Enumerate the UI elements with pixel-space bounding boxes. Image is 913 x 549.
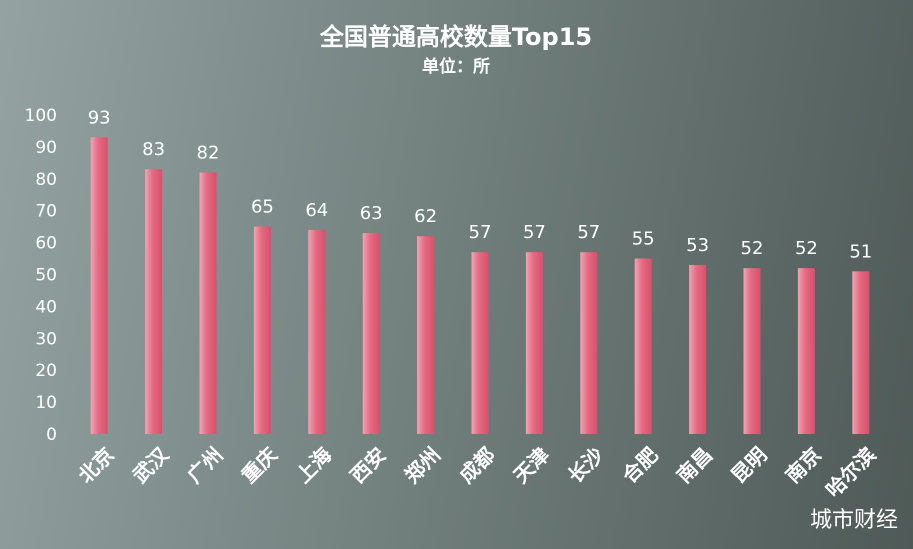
bar — [580, 252, 598, 434]
y-tick-label: 70 — [35, 202, 57, 222]
data-label: 83 — [142, 139, 165, 160]
x-tick-label: 西安 — [345, 443, 390, 488]
data-label: 53 — [686, 235, 709, 256]
bar — [253, 226, 271, 434]
data-label: 57 — [469, 222, 492, 243]
bar — [90, 137, 108, 434]
y-tick-label: 90 — [35, 138, 57, 158]
bar — [362, 233, 380, 434]
chart-title: 全国普通高校数量Top15 — [319, 23, 592, 51]
x-tick-label: 武汉 — [128, 442, 174, 488]
watermark-text: 城市财经 — [810, 508, 898, 533]
data-labels: 93 83 82 65 64 63 62 57 57 57 55 53 52 52 51 — [88, 107, 873, 262]
data-label: 55 — [632, 229, 655, 250]
x-tick-label: 长沙 — [563, 443, 608, 488]
y-tick-label: 60 — [35, 234, 57, 254]
x-tick-label: 成都 — [454, 443, 499, 488]
bar — [417, 236, 435, 434]
bar-series — [90, 137, 870, 435]
data-label: 63 — [360, 203, 383, 224]
bar — [145, 169, 163, 435]
y-tick-label: 10 — [35, 393, 57, 413]
y-tick-label: 30 — [35, 329, 57, 349]
y-axis: 0 10 20 30 40 50 60 70 80 90 100 — [25, 106, 57, 445]
data-label: 57 — [577, 222, 600, 243]
data-label: 52 — [795, 238, 818, 259]
bar — [199, 172, 217, 435]
data-label: 82 — [197, 142, 220, 163]
x-tick-label: 南昌 — [672, 443, 717, 488]
x-tick-label: 北京 — [73, 443, 118, 488]
x-tick-label: 上海 — [291, 443, 336, 488]
bar — [852, 271, 870, 434]
x-tick-label: 南京 — [781, 443, 826, 488]
data-label: 62 — [414, 206, 437, 227]
y-tick-label: 0 — [46, 425, 57, 445]
x-tick-label: 广州 — [182, 443, 227, 488]
bar — [743, 268, 761, 434]
bar — [471, 252, 489, 434]
data-label: 52 — [741, 238, 764, 259]
bar — [689, 264, 707, 434]
x-tick-label: 天津 — [509, 443, 554, 488]
data-label: 93 — [88, 107, 111, 128]
x-tick-label: 重庆 — [237, 443, 282, 488]
y-tick-label: 80 — [35, 170, 57, 190]
bar — [634, 258, 652, 434]
data-label: 51 — [849, 241, 872, 262]
data-label: 64 — [305, 200, 328, 221]
bar — [308, 229, 326, 434]
y-tick-label: 100 — [25, 106, 57, 126]
chart-subtitle: 单位：所 — [422, 56, 490, 77]
data-label: 57 — [523, 222, 546, 243]
x-tick-label: 郑州 — [400, 443, 445, 488]
y-tick-label: 20 — [35, 361, 57, 381]
x-tick-label: 哈尔滨 — [821, 443, 880, 502]
data-label: 65 — [251, 197, 274, 218]
y-tick-label: 50 — [35, 266, 57, 286]
bar — [797, 268, 815, 434]
x-tick-label: 合肥 — [617, 443, 662, 488]
bar — [525, 252, 543, 434]
x-tick-label: 昆明 — [726, 443, 771, 488]
y-tick-label: 40 — [35, 297, 57, 317]
